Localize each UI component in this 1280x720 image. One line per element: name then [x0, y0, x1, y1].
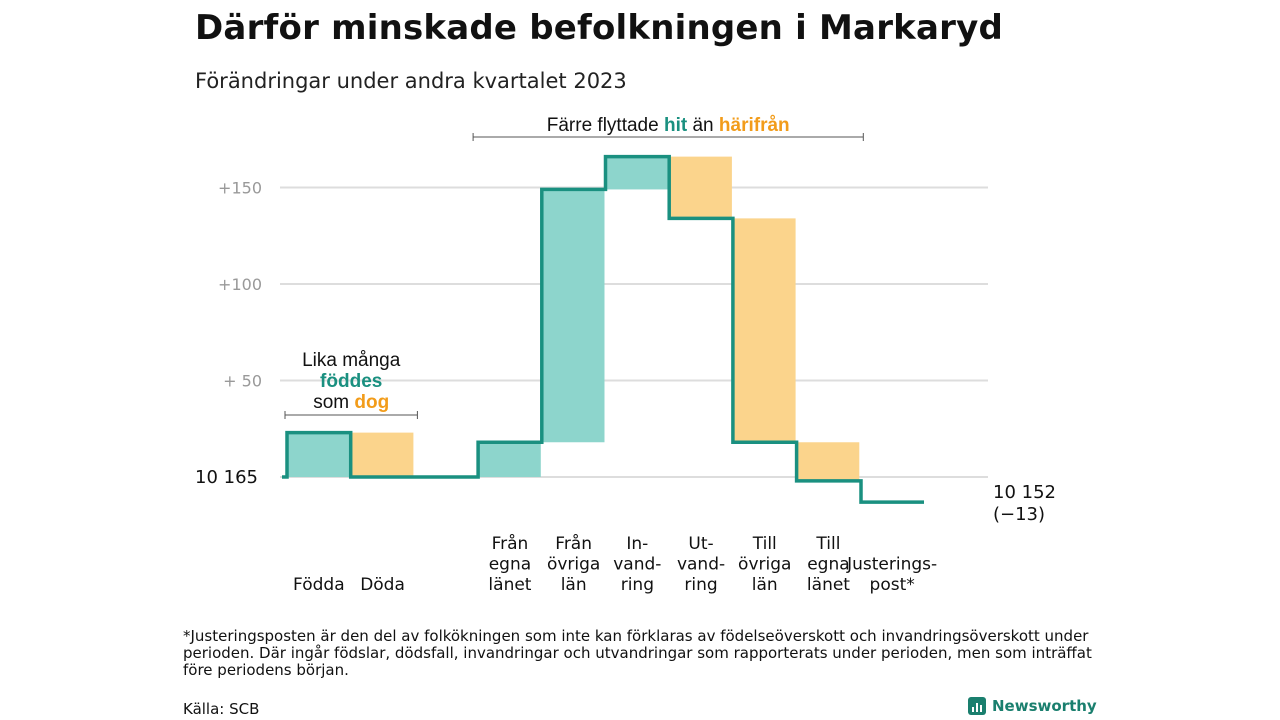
brand-name: Newsworthy [992, 697, 1097, 715]
category-label: Döda [360, 575, 405, 595]
waterfall-bar [541, 189, 605, 443]
waterfall-bar [732, 218, 796, 443]
chart-title: Därför minskade befolkningen i Markaryd [195, 8, 1003, 48]
waterfall-bar [669, 156, 732, 219]
start-value-label: 10 165 [195, 467, 258, 488]
source-text: Källa: SCB [183, 700, 260, 718]
chart-subtitle: Förändringar under andra kvartalet 2023 [195, 69, 627, 93]
waterfall-bar [478, 442, 541, 477]
category-label: Födda [293, 575, 345, 595]
category-label: Till egna länet [807, 534, 850, 595]
y-tick-label: +150 [218, 179, 262, 198]
waterfall-bar [350, 432, 414, 477]
category-label: Från övriga län [547, 533, 600, 595]
category-label: Justerings-post* [846, 555, 937, 596]
end-change-label: (−13) [993, 504, 1045, 525]
annotation-text: Lika många [302, 350, 401, 371]
newsworthy-logo[interactable]: Newsworthy [968, 697, 1097, 715]
waterfall-bar [796, 442, 860, 481]
y-tick-label: + 50 [223, 372, 262, 391]
annotation-text: Färre flyttade hit än härifrån [547, 115, 790, 136]
category-label: Till övriga län [738, 534, 791, 595]
y-tick-label: +100 [218, 275, 262, 294]
category-label: Från egna länet [488, 533, 531, 595]
waterfall-bar [605, 156, 669, 190]
waterfall-bar [287, 432, 350, 477]
category-label: In-vand-ring [613, 534, 661, 595]
chart-logo-icon [968, 697, 986, 715]
annotation-text: som dog [313, 392, 389, 413]
end-value-label: 10 152 [993, 482, 1056, 503]
footnote: *Justeringsposten är den del av folkökni… [183, 627, 1092, 679]
waterfall-line [282, 154, 924, 504]
annotation-text: föddes [320, 371, 382, 392]
waterfall-chart: + 50 +100 +150 10 165 10 152(−13) Födda Döda Fr… [195, 115, 1056, 596]
category-label: Ut-vand-ring [677, 534, 725, 595]
